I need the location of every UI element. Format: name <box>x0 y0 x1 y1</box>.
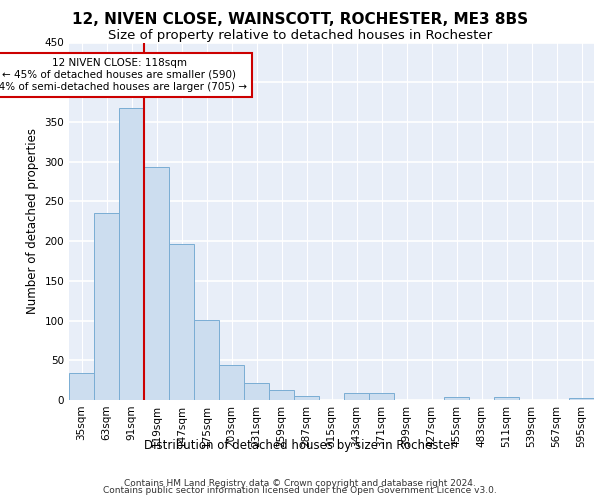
Text: 12 NIVEN CLOSE: 118sqm
← 45% of detached houses are smaller (590)
54% of semi-de: 12 NIVEN CLOSE: 118sqm ← 45% of detached… <box>0 58 247 92</box>
Bar <box>69 373 94 400</box>
Bar <box>144 167 169 400</box>
Text: Contains HM Land Registry data © Crown copyright and database right 2024.: Contains HM Land Registry data © Crown c… <box>124 478 476 488</box>
Text: Size of property relative to detached houses in Rochester: Size of property relative to detached ho… <box>108 29 492 42</box>
Text: Distribution of detached houses by size in Rochester: Distribution of detached houses by size … <box>145 440 455 452</box>
Bar <box>119 108 144 400</box>
Bar <box>569 398 594 400</box>
Bar <box>94 214 119 400</box>
Bar <box>169 244 194 400</box>
Bar <box>244 382 269 400</box>
Bar <box>344 393 369 400</box>
Text: Contains public sector information licensed under the Open Government Licence v3: Contains public sector information licen… <box>103 486 497 495</box>
Bar <box>369 393 394 400</box>
Bar <box>444 397 469 400</box>
Bar <box>294 396 319 400</box>
Text: 12, NIVEN CLOSE, WAINSCOTT, ROCHESTER, ME3 8BS: 12, NIVEN CLOSE, WAINSCOTT, ROCHESTER, M… <box>72 12 528 28</box>
Bar <box>494 397 519 400</box>
Bar <box>194 320 219 400</box>
Bar <box>269 390 294 400</box>
Bar <box>219 365 244 400</box>
Y-axis label: Number of detached properties: Number of detached properties <box>26 128 39 314</box>
